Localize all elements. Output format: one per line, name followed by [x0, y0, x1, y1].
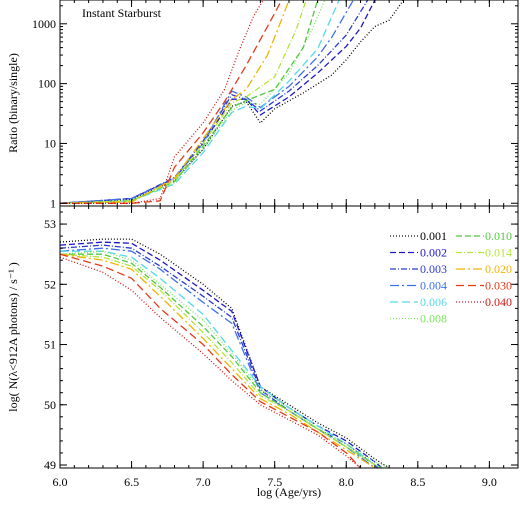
bottom-series-line-0.003 — [60, 244, 379, 468]
x-tick-label: 8.0 — [339, 475, 354, 489]
bottom-panel-frame — [59, 205, 519, 469]
top-series-line-0.003 — [60, 0, 369, 204]
top-ticks: 1 10 100 1000 — [32, 0, 519, 210]
x-tick-label: 7.0 — [196, 475, 211, 489]
bottom-y-axis-label: log( N(λ<912A photons) / s⁻¹ ) — [6, 262, 20, 412]
top-y-tick-label: 1000 — [32, 17, 56, 31]
bottom-series-line-0.004 — [60, 247, 376, 468]
top-series-line-0.006 — [60, 0, 340, 204]
bottom-ticks: 6.0 6.5 7.0 7.5 8.0 8.5 9.0 49 50 51 52 53 — [44, 206, 519, 489]
top-series-group — [60, 0, 405, 204]
bottom-series-line-0.020 — [60, 253, 376, 468]
legend-label-0.004: 0.004 — [420, 279, 447, 293]
bottom-series-group — [60, 238, 390, 468]
x-tick-label: 7.5 — [267, 475, 282, 489]
legend-label-0.008: 0.008 — [420, 312, 447, 326]
top-panel-title: Instant Starburst — [82, 6, 162, 20]
legend-label-0.002: 0.002 — [420, 246, 447, 260]
bottom-series-line-0.001 — [60, 238, 390, 468]
bottom-y-tick-label: 52 — [44, 277, 56, 291]
top-y-tick-label: 1 — [50, 196, 56, 210]
top-y-axis-label: Ratio (binary/single) — [6, 53, 20, 153]
x-tick-label: 6.5 — [124, 475, 139, 489]
legend-label-0.020: 0.020 — [485, 262, 512, 276]
bottom-series-line-0.040 — [60, 256, 362, 468]
top-series-line-0.001 — [60, 0, 405, 204]
legend-label-0.014: 0.014 — [485, 246, 512, 260]
bottom-series-line-0.010 — [60, 253, 383, 468]
legend-label-0.006: 0.006 — [420, 295, 447, 309]
x-tick-label: 6.0 — [53, 475, 68, 489]
top-panel: 1 10 100 1000 Instant Starburst Ratio (bina… — [6, 0, 519, 210]
legend: 0.001 0.002 0.003 0.004 0.006 0.008 0.010 0.014… — [390, 229, 512, 326]
top-series-line-0.010 — [60, 0, 319, 204]
bottom-series-line-0.030 — [60, 253, 362, 468]
x-axis-label: log (Age/yrs) — [257, 485, 321, 499]
bottom-series-line-0.006 — [60, 250, 383, 468]
legend-label-0.010: 0.010 — [485, 229, 512, 243]
legend-label-0.040: 0.040 — [485, 295, 512, 309]
x-tick-label: 8.5 — [410, 475, 425, 489]
bottom-series-line-0.008 — [60, 250, 390, 468]
top-y-tick-label: 100 — [38, 77, 56, 91]
top-series-line-0.002 — [60, 0, 376, 204]
bottom-y-tick-label: 51 — [44, 338, 56, 352]
top-series-line-0.040 — [60, 0, 264, 204]
top-y-tick-label: 10 — [44, 136, 56, 150]
legend-label-0.001: 0.001 — [420, 229, 447, 243]
bottom-y-tick-label: 49 — [44, 458, 56, 472]
top-series-line-0.030 — [60, 0, 283, 204]
legend-label-0.030: 0.030 — [485, 279, 512, 293]
x-tick-label: 9.0 — [482, 475, 497, 489]
top-series-line-0.008 — [60, 0, 326, 204]
top-series-line-0.014 — [60, 0, 307, 204]
legend-label-0.003: 0.003 — [420, 262, 447, 276]
bottom-series-line-0.014 — [60, 253, 383, 468]
bottom-y-tick-label: 50 — [44, 398, 56, 412]
bottom-panel: 6.0 6.5 7.0 7.5 8.0 8.5 9.0 49 50 51 52 53 log( N(λ… — [6, 205, 519, 499]
bottom-series-line-0.002 — [60, 241, 383, 468]
top-series-line-0.004 — [60, 0, 354, 204]
top-series-line-0.020 — [60, 0, 290, 204]
top-panel-frame — [59, 0, 519, 207]
bottom-y-tick-label: 53 — [44, 217, 56, 231]
